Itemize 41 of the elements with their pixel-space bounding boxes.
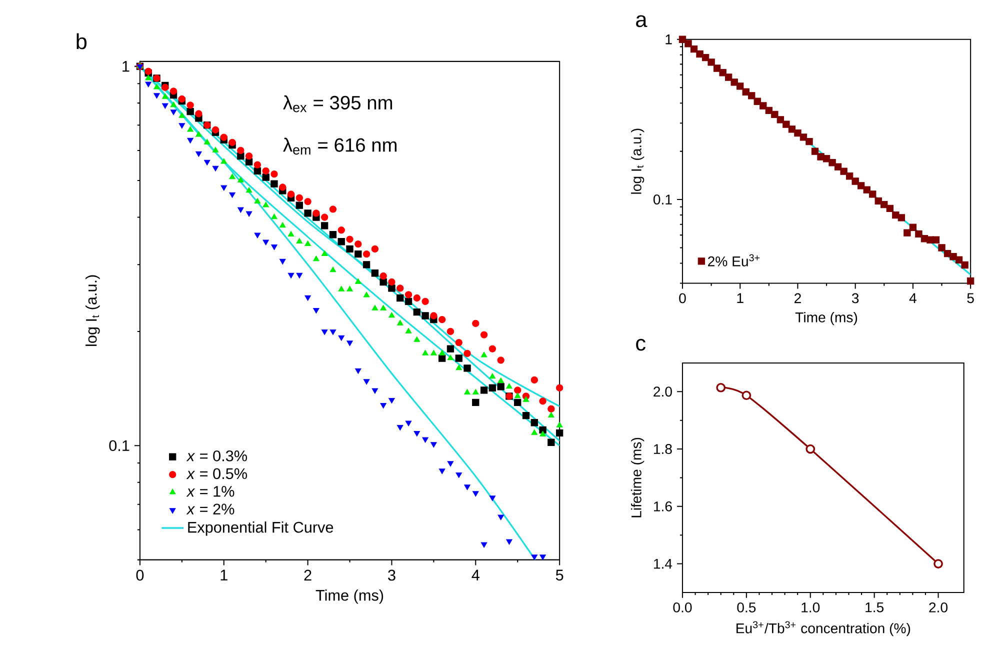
legend-label: 2% Eu$^{3+}$ — [708, 254, 760, 266]
annotation: λ$_{em}$ = 616 nm — [283, 138, 397, 154]
legend-label: x = 0.3% — [186, 450, 248, 462]
x-tick-label: 4 — [909, 293, 916, 303]
legend-label: x = 0.5% — [186, 468, 248, 479]
chart-title: b — [76, 33, 87, 50]
x-tick-label: 2 — [794, 293, 801, 303]
x-tick-label: 4 — [472, 570, 480, 580]
x-tick-label: 1 — [220, 570, 228, 580]
chart-title: a — [636, 15, 648, 27]
x-tick-label: 3 — [852, 293, 859, 304]
y-tick-label: 0.1 — [109, 440, 130, 451]
x-tick-label: 0.5 — [737, 602, 756, 612]
x-tick-label: 3 — [388, 570, 396, 580]
y-tick-label: 1.4 — [654, 558, 672, 568]
y-axis-title: Lifetime (ms) — [631, 438, 644, 518]
y-tick-label: 1.6 — [654, 501, 672, 512]
x-tick-label: 0.0 — [673, 602, 692, 612]
y-axis-title: log I$_{t}$ (a.u.) — [631, 128, 644, 194]
legend-label: x = 1% — [186, 486, 234, 497]
x-tick-label: 2.0 — [929, 602, 948, 612]
x-tick-label: 5 — [967, 293, 974, 303]
x-axis-title: Time (ms) — [316, 589, 384, 604]
y-axis-title: log I$_{t}$ (a.u.) — [86, 275, 100, 346]
y-tick-label: 2.0 — [654, 386, 672, 396]
x-axis-title: Time (ms) — [795, 312, 858, 325]
y-tick-label: 1 — [666, 34, 672, 44]
chart-title: c — [636, 338, 646, 351]
x-tick-label: 1.0 — [802, 602, 820, 612]
x-tick-label: 0 — [679, 293, 686, 304]
x-tick-label: 1 — [737, 293, 744, 303]
y-tick-label: 1.8 — [654, 444, 672, 454]
legend-label: Exponential Fit Curve — [188, 521, 334, 536]
x-tick-label: 5 — [556, 570, 564, 580]
x-axis-title: Eu$^{3+}$/Tb$^{3+}$ concentration (%) — [736, 621, 910, 636]
legend-label: x = 2% — [186, 504, 234, 514]
x-tick-label: 1.5 — [866, 602, 884, 612]
x-tick-label: 0 — [136, 570, 144, 580]
annotation: λ$_{ex}$ = 395 nm — [283, 95, 392, 112]
x-tick-label: 2 — [304, 570, 312, 580]
y-tick-label: 0.1 — [653, 194, 672, 204]
